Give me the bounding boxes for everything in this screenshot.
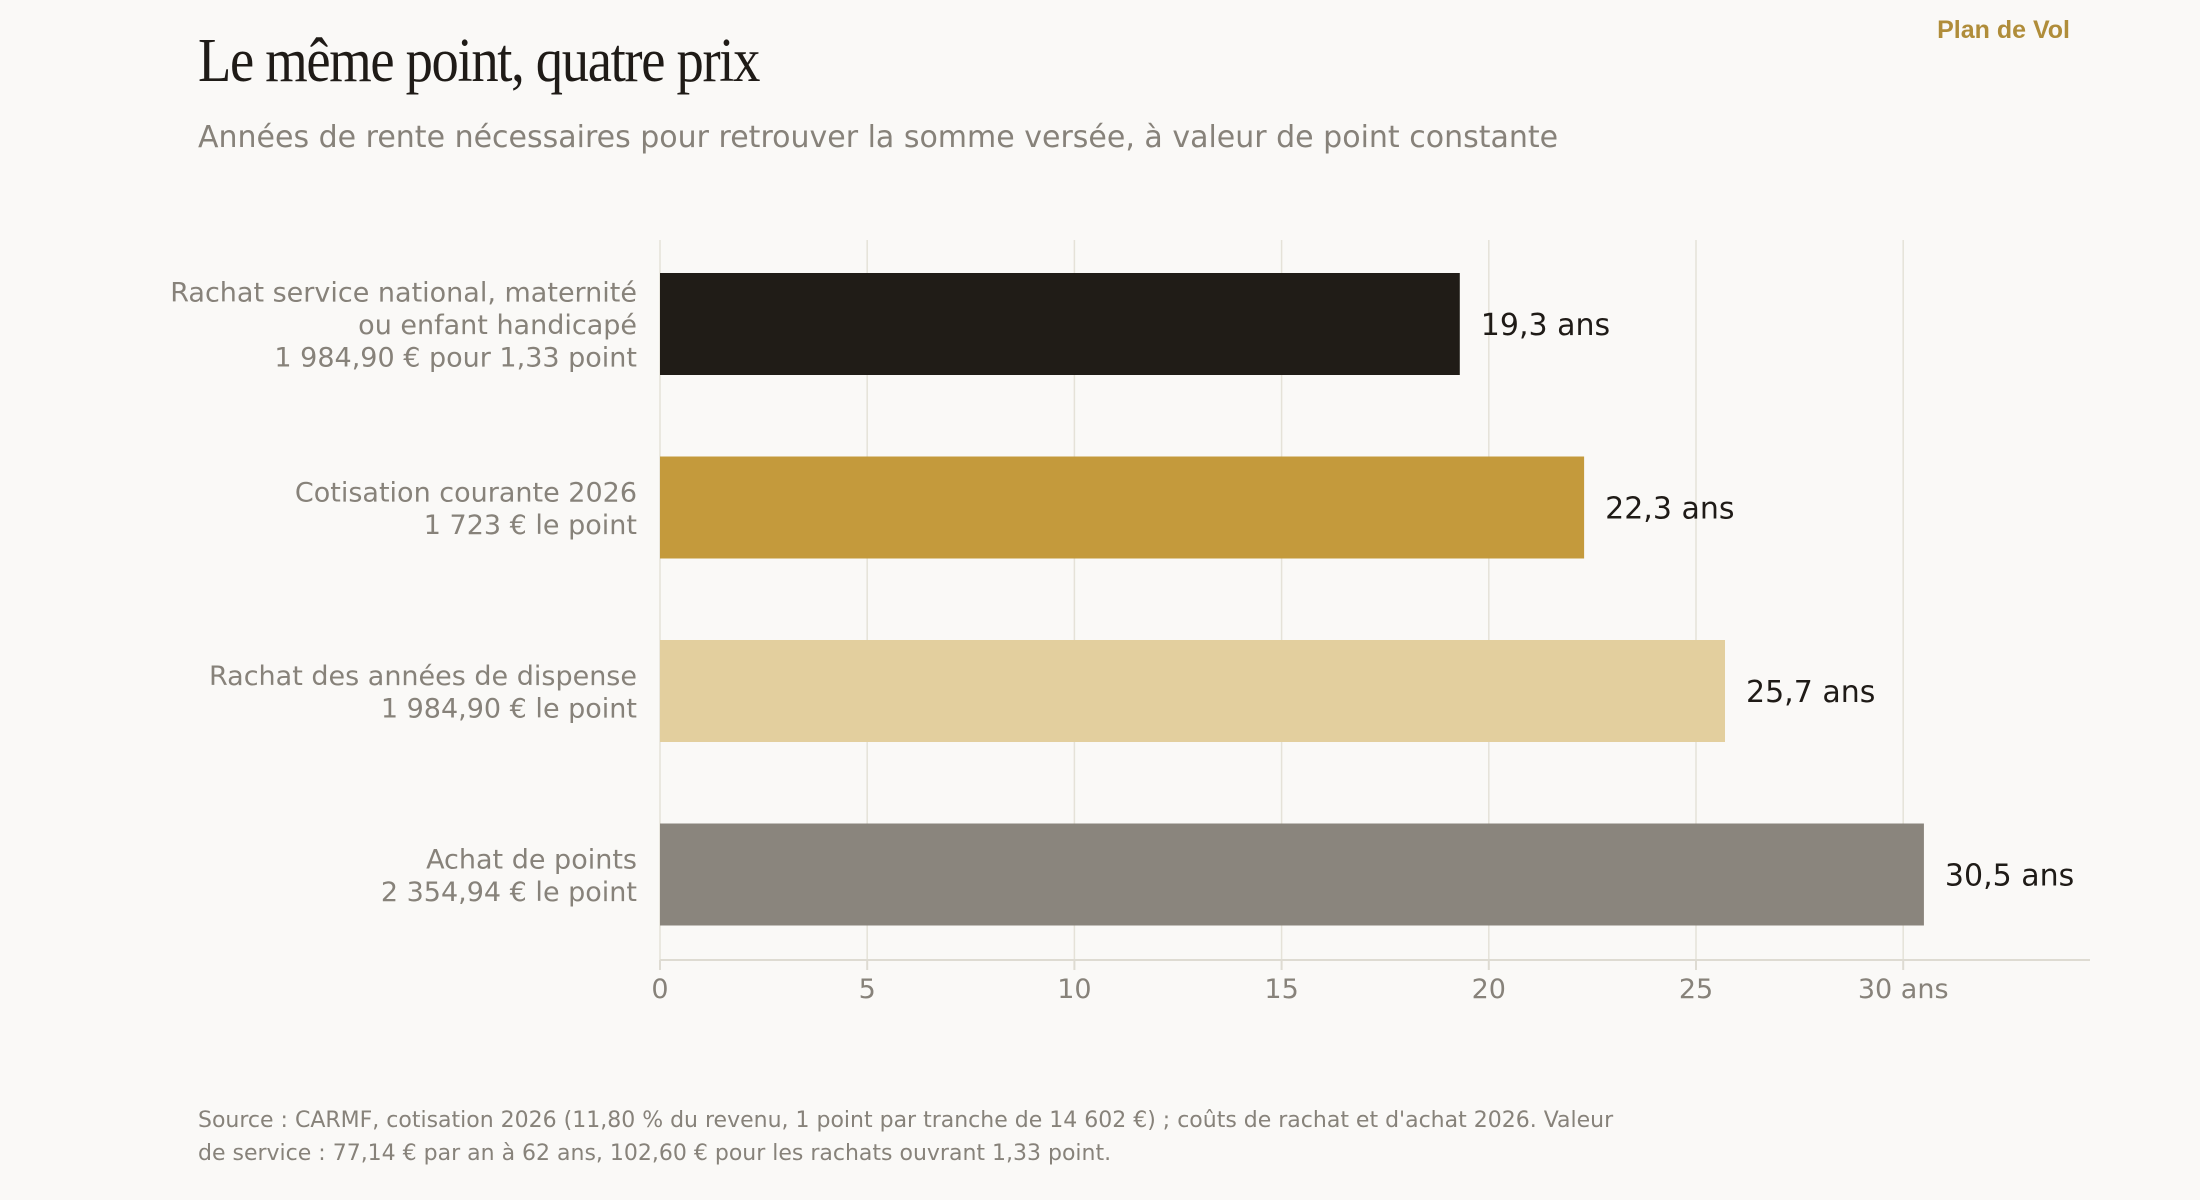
x-tick-label-4: 20 [1472, 974, 1506, 1005]
category-label-1-line-0: Cotisation courante 2026 [295, 477, 637, 508]
x-tick-label-5: 25 [1679, 974, 1713, 1005]
bar-value-label-1: 22,3 ans [1605, 492, 1734, 527]
bar-value-label-0: 19,3 ans [1481, 308, 1610, 343]
category-label-3: Achat de points 2 354,94 € le point [381, 844, 637, 908]
x-tick-label-6: 30 ans [1858, 974, 1949, 1005]
bar-2 [660, 640, 1726, 742]
bar-value-label-3: 30,5 ans [1945, 859, 2074, 894]
category-label-2: Rachat des années de dispense 1 984,90 € … [209, 661, 637, 725]
category-label-1: Cotisation courante 2026 1 723 € le point [295, 477, 637, 541]
category-label-0-line-1: ou enfant handicapé [358, 310, 637, 341]
bar-0 [660, 273, 1460, 375]
x-tick-label-2: 10 [1057, 974, 1091, 1005]
category-label-0: Rachat service national, maternité ou enf… [170, 278, 637, 374]
category-label-2-line-0: Rachat des années de dispense [209, 661, 637, 692]
chart-title: Le même point, quatre prix [198, 27, 760, 95]
category-label-0-line-2: 1 984,90 € pour 1,33 point [274, 343, 637, 374]
category-label-2-line-1: 1 984,90 € le point [381, 693, 637, 724]
x-tick-label-1: 5 [859, 974, 876, 1005]
category-label-0-line-0: Rachat service national, maternité [170, 278, 637, 309]
x-tick-label-0: 0 [651, 974, 668, 1005]
category-label-1-line-1: 1 723 € le point [424, 510, 637, 541]
category-label-3-line-0: Achat de points [426, 844, 637, 875]
bar-1 [660, 456, 1585, 559]
x-tick-label-3: 15 [1264, 974, 1298, 1005]
category-label-3-line-1: 2 354,94 € le point [381, 877, 637, 908]
chart-subtitle: Années de rente nécessaires pour retrouv… [198, 120, 1559, 155]
source-note: Source : CARMF, cotisation 2026 (11,80 %… [198, 1108, 1614, 1166]
bar-3 [660, 823, 1924, 926]
bar-value-label-2: 25,7 ans [1746, 675, 1875, 710]
brand-label: Plan de Vol [1937, 16, 2070, 44]
